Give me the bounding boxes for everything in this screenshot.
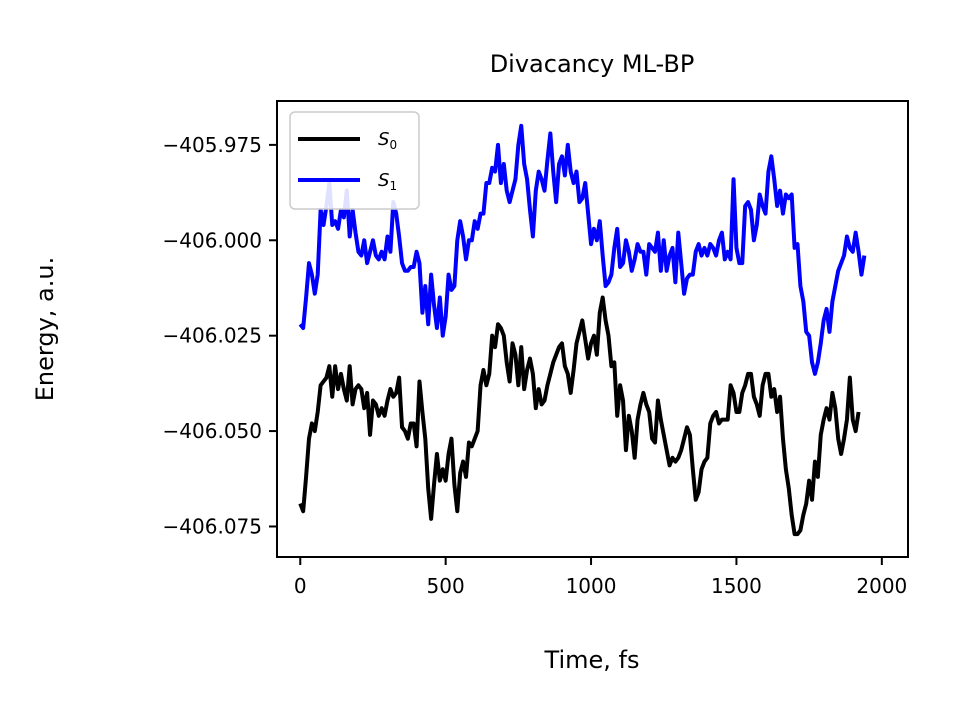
y-axis-label: Energy, a.u. xyxy=(31,257,59,401)
y-tick-label: −406.050 xyxy=(163,419,262,443)
y-tick-label: −406.075 xyxy=(163,514,262,538)
chart-title: Divacancy ML-BP xyxy=(490,50,695,78)
y-tick-label: −405.975 xyxy=(163,133,262,157)
legend: S0 S1 xyxy=(289,111,420,210)
x-tick-label: 500 xyxy=(427,574,465,598)
legend-box xyxy=(289,111,420,210)
x-axis-label: Time, fs xyxy=(544,646,640,674)
series-line-s0 xyxy=(298,295,861,537)
y-tick-label: −406.025 xyxy=(163,324,262,348)
x-tick-label: 0 xyxy=(294,574,307,598)
legend-label-s0: S0 xyxy=(378,129,397,152)
x-tick-label: 1500 xyxy=(711,574,762,598)
y-axis: −405.975 −406.000 −406.025 −406.050 −406.075 xyxy=(163,133,277,538)
y-tick-label: −406.000 xyxy=(163,228,262,252)
x-tick-label: 1000 xyxy=(566,574,617,598)
plot-frame xyxy=(276,100,909,558)
legend-label-s1: S1 xyxy=(378,170,397,193)
x-tick-label: 2000 xyxy=(856,574,907,598)
x-axis: 0 500 1000 1500 2000 xyxy=(294,557,907,598)
